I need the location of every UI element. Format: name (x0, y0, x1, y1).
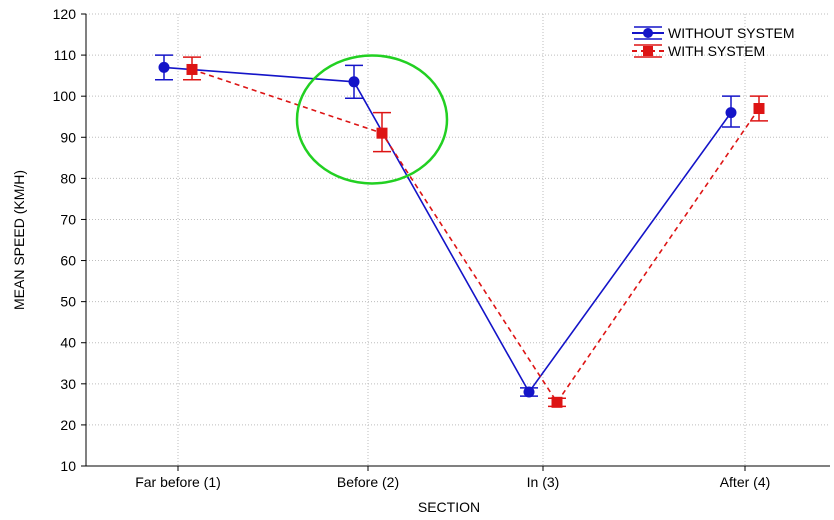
data-point (158, 61, 170, 73)
data-point (753, 103, 765, 115)
series-line (163, 66, 732, 394)
x-tick-labels: Far before (1) Before (2) In (3) After (4) (135, 466, 770, 490)
annotation-layer (295, 54, 449, 185)
legend-marker-with (643, 46, 653, 56)
y-tick-label: 120 (53, 6, 77, 22)
legend-marker-without (643, 28, 653, 38)
y-tick-label: 30 (60, 376, 76, 392)
legend-label-with: WITH SYSTEM (668, 43, 765, 59)
x-tick-label: In (3) (527, 474, 560, 490)
legend-item-without-system: WITHOUT SYSTEM (632, 25, 795, 41)
data-point (725, 107, 737, 119)
highlight-circle (295, 54, 449, 185)
series-0 (155, 54, 740, 398)
x-tick-label: Before (2) (337, 474, 399, 490)
x-axis-title: SECTION (418, 499, 480, 515)
y-tick-label: 40 (60, 335, 76, 351)
legend: WITHOUT SYSTEM WITH SYSTEM (632, 25, 795, 59)
y-tick-label: 90 (60, 129, 76, 145)
x-tick-label: After (4) (720, 474, 771, 490)
series-line (191, 68, 760, 404)
data-point (551, 396, 563, 408)
legend-label-without: WITHOUT SYSTEM (668, 25, 795, 41)
y-tick-label: 10 (60, 458, 76, 474)
data-point (376, 127, 388, 139)
series-1 (183, 56, 768, 408)
y-tick-label: 70 (60, 211, 76, 227)
data-point (348, 76, 360, 88)
data-point (186, 63, 198, 75)
axes (85, 14, 830, 467)
data-point (523, 386, 535, 398)
series-layer (155, 54, 768, 408)
plot-area (86, 14, 830, 466)
legend-item-with-system: WITH SYSTEM (632, 43, 765, 59)
y-tick-label: 80 (60, 170, 76, 186)
y-axis-title: MEAN SPEED (KM/H) (11, 170, 27, 310)
y-tick-label: 50 (60, 294, 76, 310)
y-tick-labels: 10 20 30 40 50 60 70 80 90 100 110 120 (53, 6, 86, 474)
y-tick-label: 20 (60, 417, 76, 433)
y-tick-label: 110 (54, 47, 77, 63)
y-tick-label: 100 (53, 88, 77, 104)
x-tick-label: Far before (1) (135, 474, 221, 490)
y-tick-label: 60 (60, 253, 76, 269)
grid-lines (86, 13, 830, 466)
